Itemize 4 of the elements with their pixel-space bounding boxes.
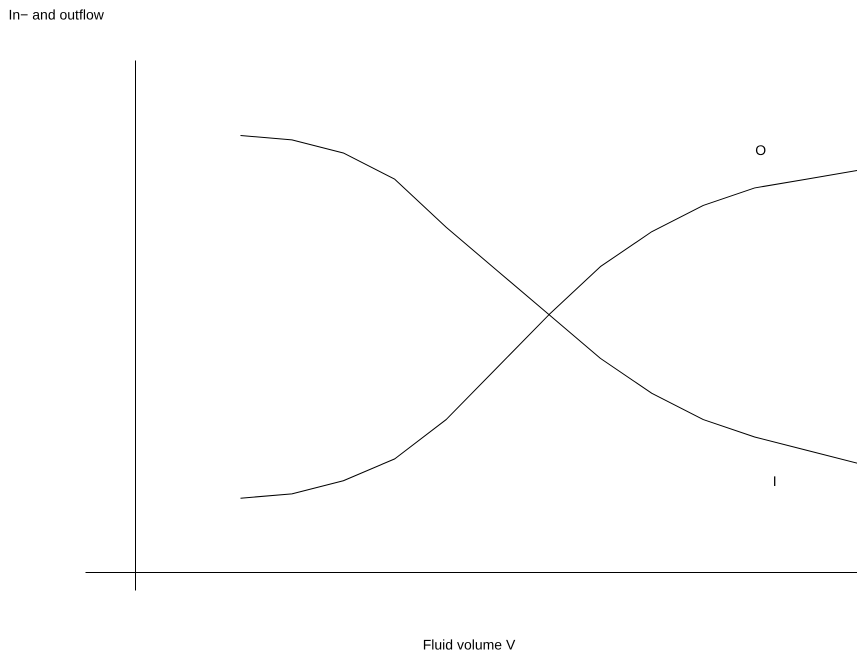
- text: In− and outflow: [8, 6, 105, 22]
- x-axis-title: Fluid volume V: [422, 636, 516, 652]
- series-label: O: [755, 142, 766, 158]
- text: I: [772, 473, 777, 490]
